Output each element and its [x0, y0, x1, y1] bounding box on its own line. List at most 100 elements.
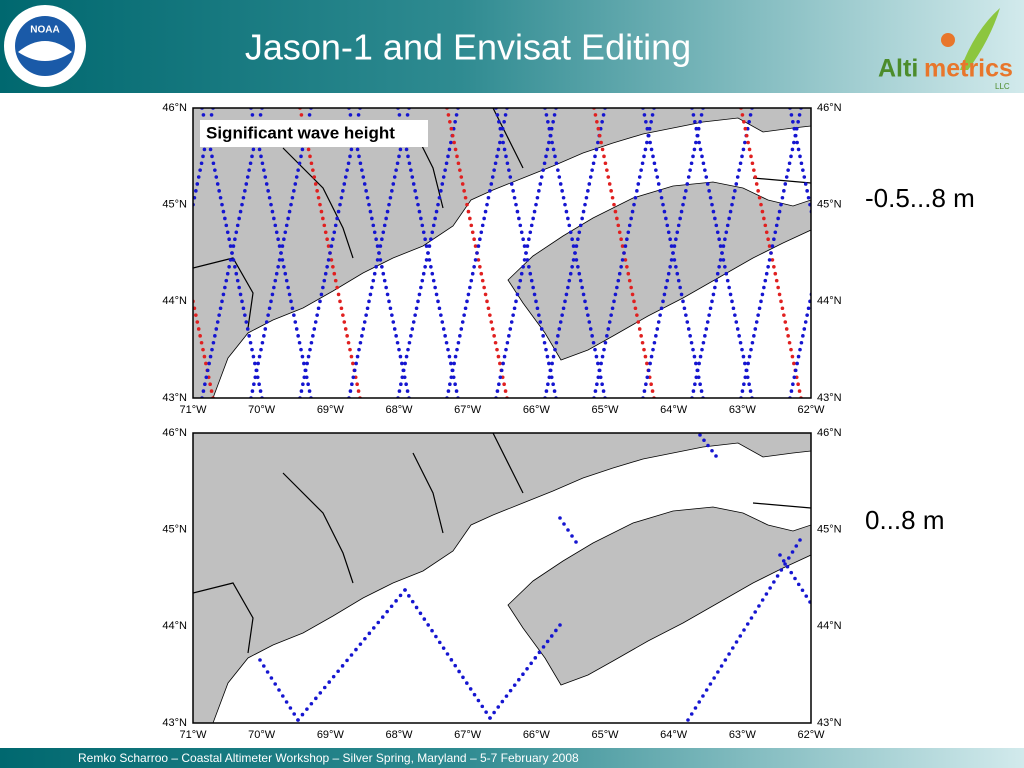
- track-dot: [840, 382, 844, 386]
- track-dot: [666, 230, 671, 235]
- track-dot: [493, 161, 498, 166]
- track-dot: [740, 113, 745, 117]
- track-dot: [728, 209, 733, 214]
- track-dot: [517, 285, 521, 290]
- track-dot: [640, 340, 645, 345]
- track-dot: [743, 140, 747, 145]
- track-dot: [681, 299, 685, 304]
- track-dot: [849, 161, 853, 165]
- track-dot: [193, 195, 197, 200]
- track-dot: [707, 313, 711, 317]
- track-dot: [586, 313, 590, 317]
- track-dot: [817, 244, 821, 248]
- track-dot: [388, 195, 393, 200]
- lat-label: 43°N: [162, 717, 187, 729]
- track-dot: [845, 382, 849, 386]
- track-dot: [800, 588, 805, 593]
- track-dot: [698, 354, 703, 359]
- track-dot: [843, 369, 847, 373]
- track-dot: [434, 209, 439, 214]
- track-dot: [325, 265, 329, 269]
- track-dot: [303, 368, 308, 373]
- track-dot: [588, 327, 593, 331]
- track-dot: [398, 354, 403, 359]
- track-dot: [817, 258, 821, 262]
- track-dot: [160, 148, 164, 152]
- track-dot: [889, 355, 893, 359]
- track-dot: [822, 272, 826, 276]
- track-dot: [866, 244, 870, 248]
- track-dot: [548, 133, 553, 138]
- track-dot: [329, 258, 334, 262]
- track-dot: [845, 120, 849, 124]
- track-dot: [181, 251, 185, 255]
- track-dot: [225, 230, 230, 235]
- track-dot: [281, 694, 285, 698]
- track-dot: [867, 251, 871, 255]
- track-dot: [449, 375, 454, 380]
- track-dot: [708, 306, 713, 311]
- track-dot: [387, 202, 391, 207]
- track-dot: [424, 244, 429, 248]
- track-dot: [593, 347, 597, 352]
- track-dot: [175, 224, 179, 228]
- track-dot: [840, 355, 844, 359]
- track-dot: [851, 327, 855, 331]
- track-dot: [485, 202, 489, 207]
- track-dot: [694, 375, 699, 380]
- track-dot: [502, 354, 507, 359]
- track-dot: [368, 209, 373, 214]
- track-dot: [886, 341, 890, 345]
- track-dot: [639, 168, 643, 172]
- track-dot: [617, 271, 622, 276]
- track-dot: [891, 369, 895, 373]
- track-dot: [685, 320, 690, 324]
- track-dot: [243, 189, 247, 193]
- track-dot: [185, 272, 189, 276]
- track-dot: [656, 320, 661, 324]
- track-dot: [365, 306, 370, 311]
- track-dot: [504, 347, 508, 352]
- track-dot: [554, 161, 559, 166]
- track-dot: [841, 141, 845, 145]
- track-dot: [436, 202, 440, 207]
- track-dot: [591, 161, 596, 166]
- lon-label: 64°W: [660, 404, 688, 416]
- track-dot: [893, 375, 897, 379]
- track-dot: [286, 216, 290, 221]
- track-dot: [515, 209, 520, 214]
- track-dot: [331, 674, 336, 679]
- track-dot: [874, 217, 878, 221]
- lon-label: 66°W: [523, 729, 551, 741]
- track-dot: [587, 320, 592, 324]
- track-dot: [759, 299, 763, 304]
- track-dot: [580, 216, 584, 221]
- track-dot: [691, 154, 695, 159]
- track-dot: [362, 182, 367, 186]
- track-dot: [733, 189, 737, 193]
- track-dot: [850, 168, 854, 172]
- track-dot: [545, 147, 550, 152]
- track-dot: [267, 195, 272, 200]
- track-dot: [796, 382, 800, 386]
- track-dot: [783, 562, 787, 566]
- track-dot: [254, 368, 259, 373]
- track-dot: [571, 244, 576, 248]
- track-dot: [789, 113, 794, 117]
- track-dot: [727, 285, 731, 290]
- track-dot: [783, 320, 788, 324]
- track-dot: [848, 106, 852, 110]
- track-dot: [718, 258, 723, 262]
- track-dot: [413, 313, 417, 317]
- track-dot: [529, 223, 534, 228]
- track-dot: [456, 161, 461, 166]
- lat-label: 44°N: [817, 620, 842, 632]
- track-dot: [566, 528, 570, 532]
- track-dot: [597, 133, 602, 138]
- track-dot: [262, 664, 266, 668]
- track-dot: [591, 340, 596, 345]
- track-dot: [724, 230, 729, 235]
- track-dot: [168, 189, 172, 193]
- track-dot: [354, 647, 358, 652]
- track-dot: [313, 182, 318, 186]
